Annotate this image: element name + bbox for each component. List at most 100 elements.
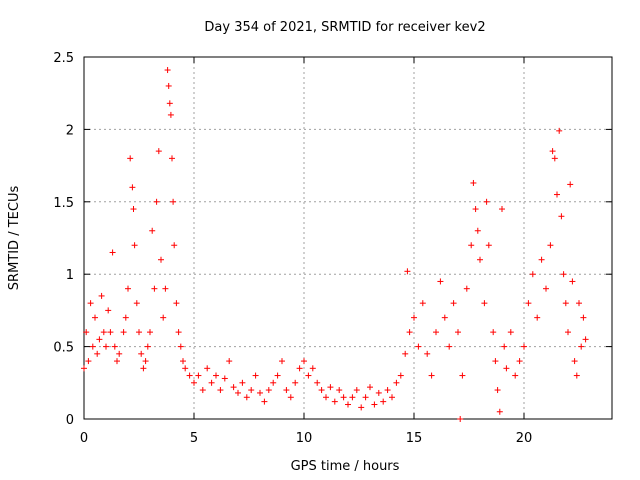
data-point (204, 365, 211, 372)
data-point (213, 372, 219, 379)
data-point (109, 249, 116, 256)
data-point (292, 379, 299, 386)
data-point (100, 329, 107, 336)
data-point (323, 394, 329, 401)
data-point (543, 285, 549, 292)
data-point (127, 155, 134, 162)
data-point (283, 387, 290, 394)
data-point (270, 379, 277, 386)
data-point (261, 398, 268, 405)
data-point (138, 350, 145, 357)
data-point (160, 314, 167, 321)
data-point (580, 314, 587, 321)
data-point (140, 365, 147, 372)
data-point (175, 329, 182, 336)
data-point (490, 329, 497, 336)
data-point (512, 372, 519, 379)
data-point (94, 350, 101, 357)
data-point (248, 387, 255, 394)
y-tick-label: 1.5 (53, 196, 74, 211)
data-point (301, 358, 307, 365)
data-point (257, 389, 263, 396)
data-point (441, 314, 448, 321)
data-point (549, 148, 556, 155)
data-point (371, 401, 378, 408)
data-point (525, 300, 532, 307)
data-point (147, 329, 153, 336)
data-point (404, 268, 411, 275)
data-point (155, 148, 162, 155)
data-point (468, 242, 475, 249)
data-point (167, 111, 174, 118)
data-point (349, 394, 356, 401)
data-point (265, 387, 272, 394)
y-tick-labels: 0 0.5 1 1.5 2 2.5 (53, 51, 74, 428)
data-point (105, 307, 112, 314)
data-point (133, 300, 140, 307)
data-point (554, 191, 560, 198)
data-point (534, 314, 541, 321)
x-tick-label: 20 (516, 431, 533, 446)
data-point (560, 271, 567, 278)
data-point (162, 285, 169, 292)
data-point (243, 394, 250, 401)
data-point (501, 343, 508, 350)
data-point (562, 300, 569, 307)
data-point (446, 343, 453, 350)
data-point (239, 379, 246, 386)
data-point (556, 127, 563, 134)
data-point (567, 181, 574, 188)
data-point (437, 278, 444, 285)
data-point (433, 329, 439, 336)
data-point (494, 387, 501, 394)
data-point (428, 372, 435, 379)
data-point (114, 358, 120, 365)
data-point (455, 329, 461, 336)
x-tick-label: 0 (80, 431, 88, 446)
data-point (507, 329, 514, 336)
data-point (470, 179, 477, 186)
data-point (92, 314, 98, 321)
data-point (551, 155, 558, 162)
data-point (180, 358, 186, 365)
data-point (142, 358, 149, 365)
data-point (169, 155, 175, 162)
y-tick-label: 0.5 (53, 341, 74, 356)
data-point (569, 278, 576, 285)
data-point (419, 300, 426, 307)
data-point (166, 100, 173, 107)
axis-ticks (83, 56, 612, 420)
data-point (85, 358, 92, 365)
data-point (367, 384, 373, 391)
data-point (191, 379, 197, 386)
data-point (122, 314, 129, 321)
x-tick-label: 10 (296, 431, 313, 446)
data-point (171, 242, 178, 249)
data-point (98, 292, 105, 299)
data-point (83, 329, 90, 336)
x-tick-labels: 0 5 10 15 20 (80, 431, 532, 446)
data-point (384, 387, 391, 394)
data-point (318, 387, 325, 394)
data-point (221, 375, 228, 382)
data-point (485, 242, 492, 249)
data-point (472, 206, 479, 213)
data-point (252, 372, 259, 379)
data-point (305, 372, 312, 379)
data-point (235, 389, 241, 396)
data-point (380, 398, 387, 405)
data-point (173, 300, 180, 307)
data-point (411, 314, 417, 321)
y-tick-label: 0 (66, 413, 74, 428)
data-point (274, 372, 281, 379)
data-point (116, 350, 123, 357)
data-point (558, 213, 565, 220)
data-point (457, 416, 464, 422)
data-point (144, 343, 151, 350)
data-point (327, 384, 334, 391)
data-point (547, 242, 554, 249)
grid-lines (84, 57, 612, 419)
data-point (415, 343, 422, 350)
data-point (151, 285, 158, 292)
